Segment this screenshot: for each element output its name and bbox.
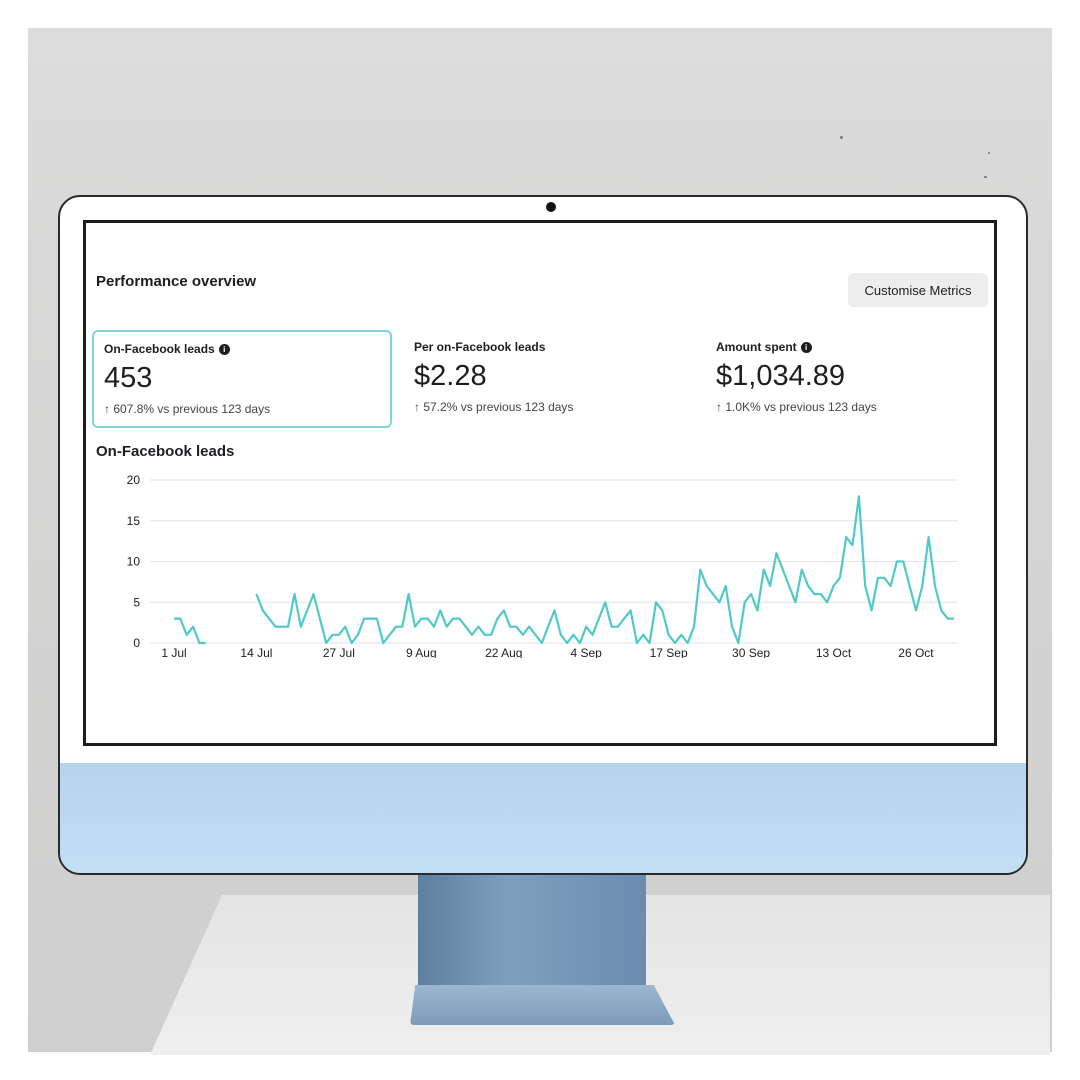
- metric-value: $1,034.89: [716, 360, 846, 392]
- series-line: [255, 495, 954, 645]
- x-tick-label: 26 Oct: [898, 646, 934, 658]
- series-line: [174, 617, 206, 645]
- metric-label-text: Per on-Facebook leads: [414, 340, 546, 354]
- x-tick-label: 27 Jul: [323, 646, 355, 658]
- monitor: Performance overview Customise Metrics O…: [58, 195, 1028, 875]
- info-icon[interactable]: i: [800, 341, 812, 353]
- page-title: Performance overview: [96, 273, 257, 290]
- x-tick-label: 22 Aug: [485, 646, 522, 658]
- metric-label: On-Facebook leads i: [104, 342, 380, 356]
- monitor-stand-foot: [410, 985, 675, 1025]
- x-tick-label: 1 Jul: [161, 646, 186, 658]
- y-tick-label: 15: [127, 514, 141, 528]
- metric-card-leads[interactable]: On-Facebook leads i 453 ↑ 607.8% vs prev…: [92, 330, 392, 428]
- y-tick-label: 20: [127, 473, 141, 487]
- metric-label: Amount spent i: [716, 340, 996, 354]
- y-tick-label: 5: [133, 595, 140, 609]
- x-tick-label: 13 Oct: [816, 646, 852, 658]
- chart-title: On-Facebook leads: [96, 443, 235, 460]
- monitor-chin: [60, 763, 1026, 873]
- x-tick-label: 9 Aug: [406, 646, 437, 658]
- leads-line-chart: 0 5 10 15 20 1 Jul 14 Jul 27 Jul 9 Aug 22 Aug 4 Se…: [127, 473, 958, 658]
- metric-label-text: Amount spent: [716, 340, 797, 354]
- metric-label: Per on-Facebook leads: [414, 340, 694, 354]
- y-tick-label: 0: [133, 636, 140, 650]
- x-tick-label: 4 Sep: [571, 646, 603, 658]
- x-tick-label: 17 Sep: [650, 646, 688, 658]
- info-icon[interactable]: i: [218, 343, 230, 355]
- x-tick-label: 14 Jul: [240, 646, 272, 658]
- metric-change: ↑ 1.0K% vs previous 123 days: [716, 400, 877, 414]
- metric-value: 453: [104, 362, 153, 394]
- metric-change: ↑ 607.8% vs previous 123 days: [104, 402, 271, 416]
- metric-card-amount-spent[interactable]: Amount spent i $1,034.89 ↑ 1.0K% vs prev…: [706, 330, 1006, 428]
- customise-metrics-button[interactable]: Customise Metrics: [848, 273, 988, 307]
- metric-value: $2.28: [414, 360, 487, 392]
- metric-change: ↑ 57.2% vs previous 123 days: [414, 400, 574, 414]
- x-tick-label: 30 Sep: [732, 646, 770, 658]
- metric-card-cost-per-lead[interactable]: Per on-Facebook leads $2.28 ↑ 57.2% vs p…: [404, 330, 704, 428]
- y-tick-label: 10: [127, 555, 141, 569]
- camera-icon: [546, 202, 556, 212]
- metric-label-text: On-Facebook leads: [104, 342, 215, 356]
- screen: Performance overview Customise Metrics O…: [83, 220, 997, 746]
